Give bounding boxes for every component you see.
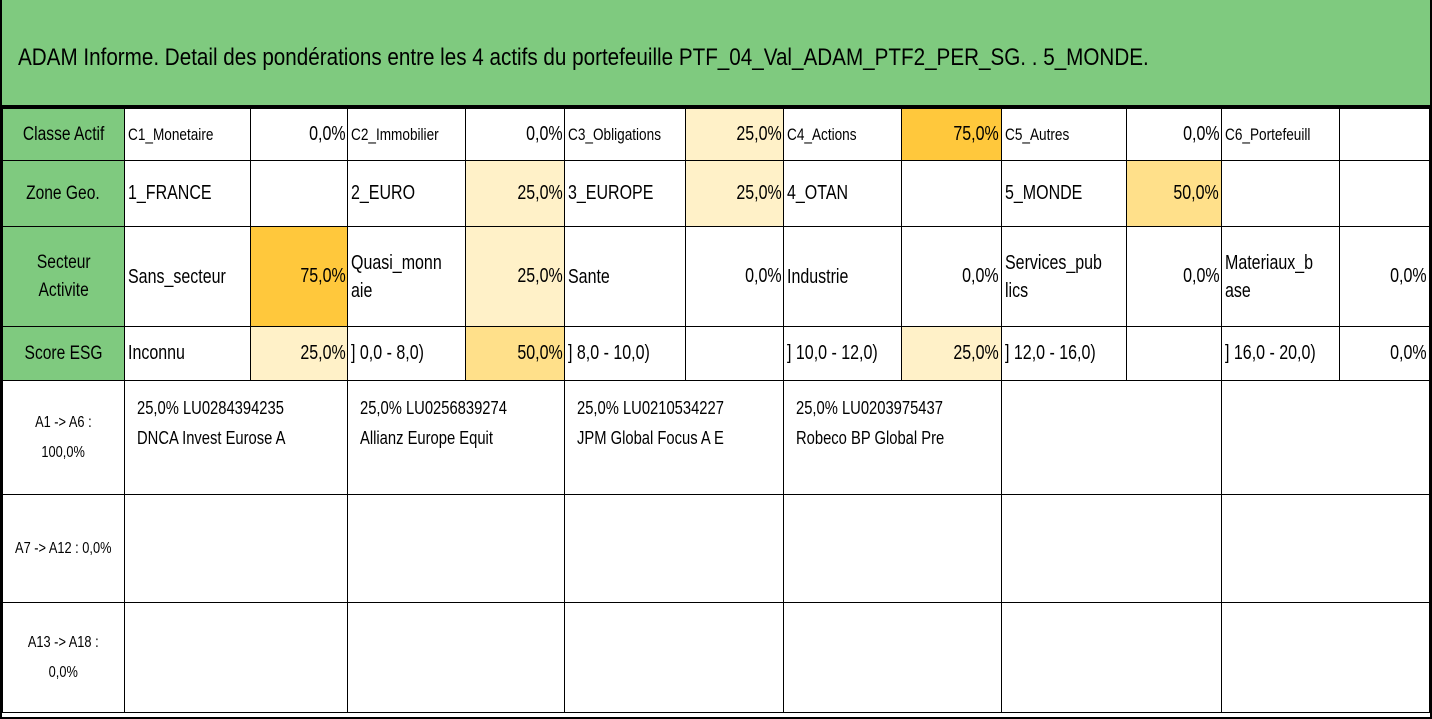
- asset-cell-empty: [1221, 494, 1430, 603]
- asset-group-label-3: A13 -> A18 :0,0%: [2, 602, 125, 713]
- asset-cell-3: 25,0% LU0210534227 JPM Global Focus A E: [564, 380, 785, 495]
- esg-value-5: [1125, 326, 1223, 381]
- title-bar: ADAM Informe. Detail des pondérations en…: [2, 0, 1430, 108]
- zone-label-5: 5_MONDE: [1000, 160, 1127, 227]
- esg-value-4: 25,0%: [900, 326, 1002, 381]
- esg-value-3: [684, 326, 785, 381]
- esg-label-5: ] 12,0 - 16,0): [1000, 326, 1127, 381]
- report-title: ADAM Informe. Detail des pondérations en…: [18, 44, 1149, 71]
- classe-label-4: C4_Actions: [783, 108, 902, 161]
- classe-value-4: 75,0%: [900, 108, 1002, 161]
- row-score-esg: Score ESG Inconnu 25,0% ] 0,0 - 8,0) 50,…: [2, 326, 1431, 381]
- asset-cell-2: 25,0% LU0256839274 Allianz Europe Equit: [347, 380, 566, 495]
- classe-value-5: 0,0%: [1125, 108, 1223, 161]
- zone-label-1: 1_FRANCE: [123, 160, 251, 227]
- zone-value-6: [1338, 160, 1431, 227]
- esg-label-2: ] 0,0 - 8,0): [347, 326, 466, 381]
- classe-value-2: 0,0%: [464, 108, 566, 161]
- row-zone-geo: Zone Geo. 1_FRANCE 2_EURO 25,0% 3_EUROPE…: [2, 160, 1431, 227]
- secteur-label-1: Sans_secteur: [123, 226, 251, 327]
- asset-group-label-2: A7 -> A12 : 0,0%: [2, 494, 125, 603]
- zone-value-3: 25,0%: [684, 160, 785, 227]
- classe-label-5: C5_Autres: [1000, 108, 1127, 161]
- secteur-value-6: 0,0%: [1338, 226, 1431, 327]
- row-header-classe: Classe Actif: [2, 108, 125, 161]
- asset-cell-6: [1221, 380, 1430, 495]
- asset-cell-empty: [1000, 494, 1223, 603]
- classe-label-2: C2_Immobilier: [347, 108, 466, 161]
- zone-label-4: 4_OTAN: [783, 160, 902, 227]
- secteur-value-4: 0,0%: [900, 226, 1002, 327]
- zone-label-3: 3_EUROPE: [564, 160, 686, 227]
- asset-cell-empty: [783, 494, 1002, 603]
- asset-row-a13-a18: A13 -> A18 :0,0%: [2, 602, 1430, 713]
- classe-label-3: C3_Obligations: [564, 108, 686, 161]
- row-secteur-activite: Secteur Activite Sans_secteur 75,0% Quasi…: [2, 226, 1431, 327]
- secteur-value-5: 0,0%: [1125, 226, 1223, 327]
- asset-row-a1-a6: A1 -> A6 :100,0% 25,0% LU0284394235 DNCA …: [2, 380, 1430, 495]
- zone-label-6: [1221, 160, 1340, 227]
- row-classe-actif: Classe Actif C1_Monetaire 0,0% C2_Immobi…: [2, 108, 1431, 161]
- row-header-secteur: Secteur Activite: [2, 226, 125, 327]
- asset-cell-empty: [1221, 602, 1430, 713]
- asset-cell-1: 25,0% LU0284394235 DNCA Invest Eurose A: [123, 380, 349, 495]
- classe-label-1: C1_Monetaire: [123, 108, 251, 161]
- classe-value-1: 0,0%: [249, 108, 349, 161]
- zone-value-1: [249, 160, 349, 227]
- asset-group-label-1: A1 -> A6 :100,0%: [2, 380, 125, 495]
- asset-cell-empty: [123, 494, 349, 603]
- asset-row-a7-a12: A7 -> A12 : 0,0%: [2, 494, 1430, 603]
- secteur-label-6: Materiaux_b ase: [1221, 226, 1340, 327]
- secteur-label-5: Services_pub lics: [1000, 226, 1127, 327]
- asset-cell-empty: [783, 602, 1002, 713]
- classe-value-3: 25,0%: [684, 108, 785, 161]
- zone-value-4: [900, 160, 1002, 227]
- row-header-zone: Zone Geo.: [2, 160, 125, 227]
- asset-cell-empty: [347, 602, 566, 713]
- esg-label-4: ] 10,0 - 12,0): [783, 326, 902, 381]
- asset-cell-4: 25,0% LU0203975437 Robeco BP Global Pre: [783, 380, 1002, 495]
- secteur-label-4: Industrie: [783, 226, 902, 327]
- classe-value-6: [1338, 108, 1431, 161]
- secteur-label-3: Sante: [564, 226, 686, 327]
- asset-cell-empty: [564, 602, 785, 713]
- esg-label-1: Inconnu: [123, 326, 251, 381]
- asset-cell-empty: [347, 494, 566, 603]
- zone-label-2: 2_EURO: [347, 160, 466, 227]
- esg-value-6: 0,0%: [1338, 326, 1431, 381]
- secteur-value-1: 75,0%: [249, 226, 349, 327]
- esg-value-2: 50,0%: [464, 326, 566, 381]
- classe-label-6: C6_Portefeuill: [1221, 108, 1340, 161]
- zone-value-5: 50,0%: [1125, 160, 1223, 227]
- asset-cell-empty: [564, 494, 785, 603]
- asset-cell-5: [1000, 380, 1223, 495]
- secteur-value-3: 0,0%: [684, 226, 785, 327]
- secteur-label-2: Quasi_monn aie: [347, 226, 466, 327]
- row-header-esg: Score ESG: [2, 326, 125, 381]
- esg-label-3: ] 8,0 - 10,0): [564, 326, 686, 381]
- asset-cell-empty: [1000, 602, 1223, 713]
- esg-value-1: 25,0%: [249, 326, 349, 381]
- esg-label-6: ] 16,0 - 20,0): [1221, 326, 1340, 381]
- secteur-value-2: 25,0%: [464, 226, 566, 327]
- weights-table: Classe Actif C1_Monetaire 0,0% C2_Immobi…: [2, 108, 1431, 713]
- asset-cell-empty: [123, 602, 349, 713]
- zone-value-2: 25,0%: [464, 160, 566, 227]
